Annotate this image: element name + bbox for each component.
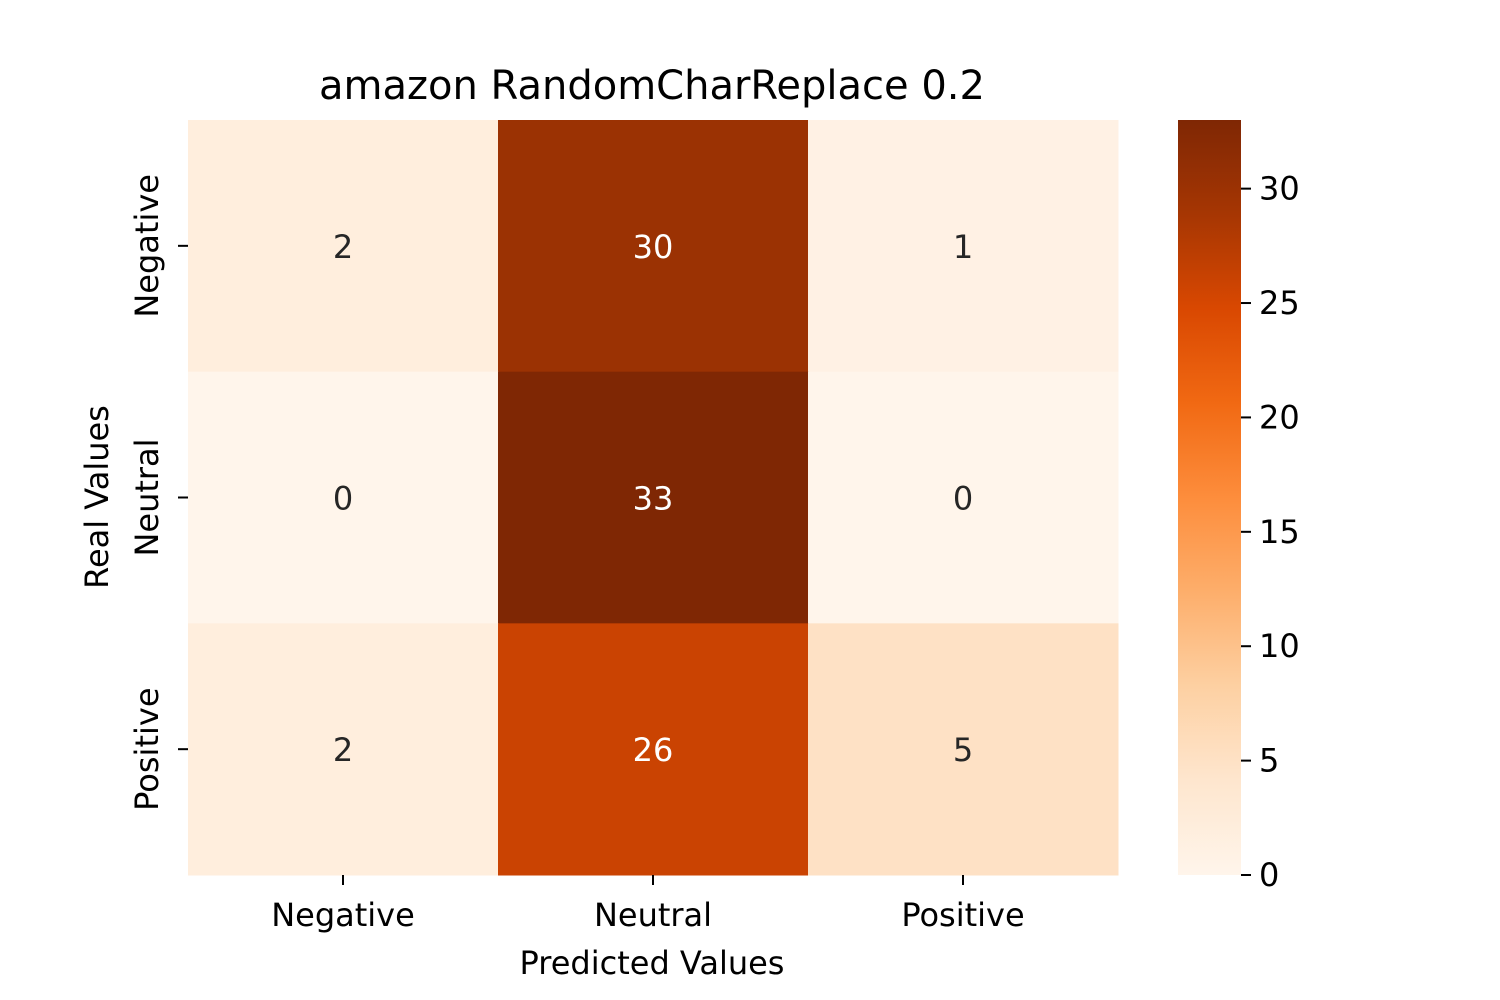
cell-value-labels: 2 30 1 0 33 0 2 26 5 xyxy=(333,228,973,769)
colorbar-tick-label: 25 xyxy=(1259,284,1300,322)
colorbar-tick-label: 10 xyxy=(1259,627,1300,665)
colorbar-tick-label: 30 xyxy=(1259,170,1300,208)
x-axis: Negative Neutral Positive xyxy=(271,875,1025,934)
cell-value-label: 2 xyxy=(333,731,353,769)
cell-value-label: 1 xyxy=(953,228,973,266)
chart-title: amazon RandomCharReplace 0.2 xyxy=(319,63,985,109)
y-tick-label: Negative xyxy=(128,174,166,318)
colorbar-tick-label: 5 xyxy=(1259,742,1279,780)
cell-value-label: 0 xyxy=(333,480,353,518)
cell-value-label: 0 xyxy=(953,480,973,518)
heatmap-cell xyxy=(188,371,499,624)
colorbar xyxy=(1178,120,1241,875)
heatmap-cells xyxy=(188,120,1119,876)
heatmap-cell xyxy=(188,120,499,373)
cell-value-label: 5 xyxy=(953,731,973,769)
heatmap-cell xyxy=(498,371,809,624)
x-axis-label: Predicted Values xyxy=(520,944,785,982)
heatmap-cell xyxy=(498,120,809,373)
cell-value-label: 26 xyxy=(633,731,674,769)
y-tick-label: Positive xyxy=(128,687,166,810)
heatmap-cell xyxy=(808,623,1119,876)
y-axis: Negative Neutral Positive xyxy=(128,174,188,811)
heatmap-cell xyxy=(808,371,1119,624)
colorbar-tick-label: 20 xyxy=(1259,398,1300,436)
colorbar-ticks: 0 5 10 15 20 25 30 xyxy=(1241,170,1300,894)
colorbar-tick-label: 0 xyxy=(1259,856,1279,894)
cell-value-label: 2 xyxy=(333,228,353,266)
y-tick-label: Neutral xyxy=(128,438,166,556)
x-tick-label: Negative xyxy=(271,896,415,934)
y-axis-label: Real Values xyxy=(78,405,116,589)
heatmap-cell xyxy=(498,623,809,876)
heatmap-cell xyxy=(808,120,1119,373)
colorbar-tick-label: 15 xyxy=(1259,513,1300,551)
cell-value-label: 33 xyxy=(633,480,674,518)
x-tick-label: Neutral xyxy=(594,896,712,934)
heatmap-cell xyxy=(188,623,499,876)
cell-value-label: 30 xyxy=(633,228,674,266)
x-tick-label: Positive xyxy=(901,896,1024,934)
